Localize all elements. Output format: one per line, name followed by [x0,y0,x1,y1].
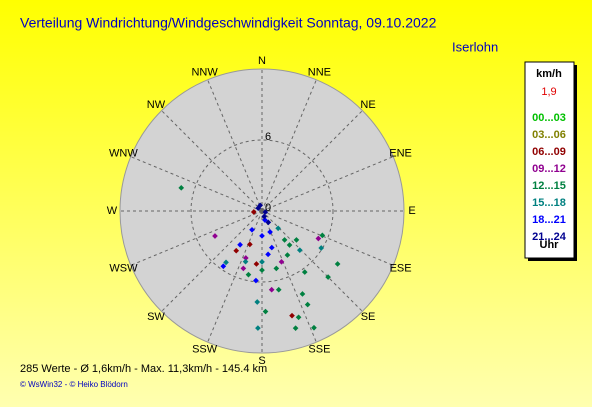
copyright: © WsWin32 - © Heiko Blödorn [20,380,128,389]
data-point [178,185,185,191]
data-point [275,286,282,293]
legend-entry: 09...12 [532,163,566,175]
r-tick-label: 6 [265,131,271,143]
data-point [223,259,229,266]
direction-label: NW [147,99,166,111]
legend-value: 1,9 [541,86,556,98]
data-point [253,277,259,284]
direction-label: WNW [109,148,138,160]
data-point [286,242,293,248]
data-point [289,312,295,319]
data-point [240,265,247,272]
data-point [273,265,280,272]
direction-label: SW [147,311,165,323]
direction-label: N [258,55,266,67]
data-point [265,251,271,258]
direction-label: NNW [191,66,218,78]
data-point [278,258,285,265]
data-point [299,291,306,297]
data-point [242,258,249,265]
data-point [334,261,341,267]
legend-entry: 06...09 [532,146,566,158]
direction-label: SSW [192,343,218,355]
data-point [212,233,218,239]
data-point [250,209,257,215]
data-point [267,229,273,235]
data-point [281,237,288,243]
r-tick-label: 0 [265,202,271,214]
direction-label: E [408,205,415,217]
data-point [254,299,261,305]
data-point [242,255,249,261]
legend-entry: 18...21 [532,214,566,226]
direction-label: SE [361,311,376,323]
legend-entry: 21...24 [532,231,567,243]
data-point [315,235,322,242]
data-point [249,226,255,233]
legend-entry: 12...15 [532,180,566,192]
data-point [220,263,227,270]
data-point [304,301,311,308]
legend-entry: 00...03 [532,112,566,124]
data-point [311,324,317,331]
data-point [259,233,265,239]
direction-label: ESE [390,262,412,274]
direction-label: SSE [308,343,330,355]
legend-title: km/h [536,68,562,80]
location: Iserlohn [452,39,498,54]
data-point [261,213,268,220]
legend-box [524,61,575,259]
data-point [295,314,302,321]
data-point [262,209,269,215]
data-point [296,247,303,253]
grid-ring [190,139,334,283]
data-point [292,325,299,331]
direction-label: NE [360,99,375,111]
chart-title: Verteilung Windrichtung/Windgeschwindigk… [20,15,437,31]
data-point [318,245,325,251]
direction-label: W [107,205,118,217]
data-point [275,225,281,232]
data-point [255,205,262,211]
legend-entry: 03...06 [532,129,566,141]
data-point [265,219,272,226]
data-point [255,325,261,331]
direction-label: WSW [109,262,138,274]
legend-footer: Uhr [540,239,560,251]
direction-label: ENE [389,148,412,160]
data-point [319,232,326,239]
direction-label: NNE [308,66,331,78]
data-point [325,274,331,280]
data-point [233,247,240,254]
footer: 285 Werte - Ø 1,6km/h - Max. 11,3km/h - … [20,363,267,375]
data-point [284,252,291,258]
legend-entry: 15...18 [532,197,566,209]
data-point [259,267,265,273]
data-point [301,269,308,275]
data-point [259,259,265,265]
data-point [268,286,275,293]
data-point [247,241,253,248]
data-point [245,271,252,278]
data-point [237,241,243,248]
direction-label: S [258,355,265,367]
data-point [262,308,269,315]
data-point [268,244,275,251]
data-point [293,237,300,243]
